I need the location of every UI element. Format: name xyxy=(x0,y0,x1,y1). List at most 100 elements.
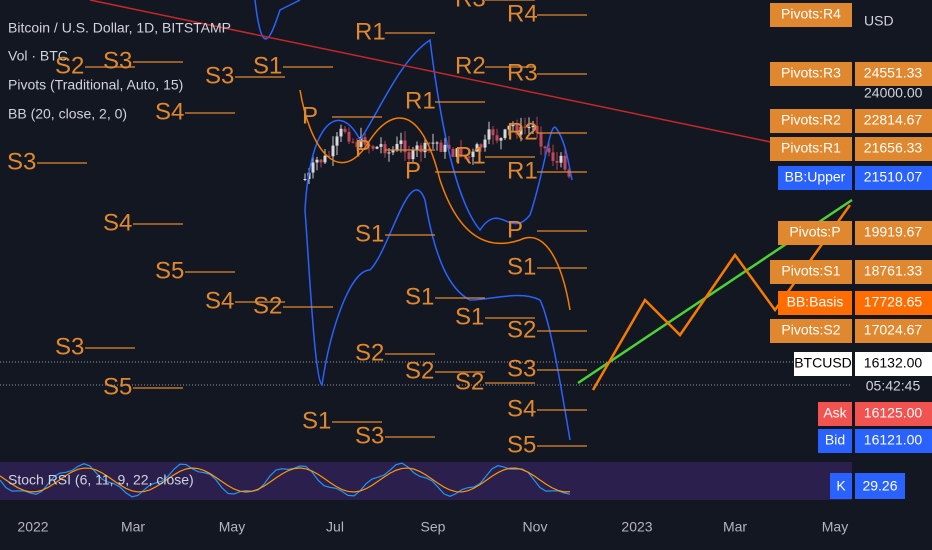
price-tick: 24000.00 xyxy=(864,85,923,101)
pivot-label: S1 xyxy=(302,407,331,434)
pivot-label: S2 xyxy=(355,339,384,366)
time-tick-label: May xyxy=(219,519,245,535)
stoch-label: Stoch RSI (6, 11, 9, 22, close) xyxy=(8,472,194,488)
candle xyxy=(411,150,415,160)
price-label-value: 17728.65 xyxy=(864,294,923,310)
pivot-label: S3 xyxy=(205,62,234,89)
stoch-k xyxy=(0,462,571,498)
candle xyxy=(487,129,491,140)
candle xyxy=(343,128,347,132)
candle xyxy=(471,151,475,157)
price-label-name-box xyxy=(818,429,852,453)
candle xyxy=(515,125,519,135)
candle xyxy=(451,148,455,157)
candle xyxy=(459,148,463,157)
price-label-name-box xyxy=(818,402,852,426)
candle xyxy=(331,145,335,157)
price-label-value-box xyxy=(855,166,932,190)
candle xyxy=(383,144,387,154)
stoch-d xyxy=(0,467,571,493)
candle xyxy=(335,136,339,146)
time-tick-label: Mar xyxy=(121,519,145,535)
price-label-name: BB:Basis xyxy=(787,294,844,310)
candle xyxy=(475,144,479,152)
pivot-label: S1 xyxy=(355,220,384,247)
time-tick-label: Nov xyxy=(523,519,548,535)
currency: USD xyxy=(864,13,894,29)
candle xyxy=(303,178,307,180)
candle xyxy=(559,155,563,163)
pivot-label: S4 xyxy=(103,209,132,236)
pivot-label: S2 xyxy=(253,292,282,319)
candle xyxy=(499,138,503,141)
price-label-name: Pivots:S1 xyxy=(781,263,840,279)
candle xyxy=(359,137,363,148)
candle xyxy=(479,144,483,148)
price-label-name-box xyxy=(778,291,852,315)
pivot-label: S1 xyxy=(253,52,282,79)
candle xyxy=(387,152,391,154)
pivot-label: R3 xyxy=(507,59,538,86)
candle xyxy=(527,127,531,129)
pivot-label: S3 xyxy=(355,422,384,449)
candle xyxy=(531,125,535,128)
pivot-label: R2 xyxy=(507,118,538,145)
bb-basis xyxy=(299,89,571,311)
k-value-box xyxy=(855,473,905,499)
pivot-label: R1 xyxy=(455,142,486,169)
candle xyxy=(319,159,323,163)
candle xyxy=(399,140,403,144)
price-label-name-box xyxy=(770,109,852,133)
price-label-value: 16121.00 xyxy=(864,432,923,448)
pivot-label: S2 xyxy=(55,52,84,79)
price-label-value: 21510.07 xyxy=(864,169,923,185)
pivot-label: S4 xyxy=(507,395,536,422)
candle xyxy=(443,144,447,152)
price-label-name-box xyxy=(770,137,852,161)
price-label-value-box xyxy=(855,62,932,86)
time-tick-label: Mar xyxy=(723,519,747,535)
price-label-name: Ask xyxy=(823,405,847,421)
candle xyxy=(375,146,379,149)
candle xyxy=(315,159,319,163)
price-label-value-box xyxy=(855,137,932,161)
price-label-value-box xyxy=(855,221,932,245)
candle xyxy=(427,142,431,144)
candle xyxy=(547,148,551,153)
price-label-name: Pivots:P xyxy=(789,224,840,240)
price-label-name: Pivots:S2 xyxy=(781,322,840,338)
price-label-value: 22814.67 xyxy=(864,112,923,128)
time-tick-label: Jul xyxy=(326,519,344,535)
pivot-label: S1 xyxy=(405,283,434,310)
pivot-label: S3 xyxy=(55,333,84,360)
candle xyxy=(463,156,467,158)
price-label-value: 16132.00 xyxy=(864,355,923,371)
time-tick-label: 2023 xyxy=(621,519,652,535)
candle xyxy=(567,169,571,177)
price-label-name: Pivots:R4 xyxy=(781,6,841,22)
countdown: 05:42:45 xyxy=(866,378,921,394)
candle xyxy=(535,125,539,133)
candle xyxy=(311,162,315,173)
pivot-label: R4 xyxy=(507,0,538,27)
price-label-value: 16125.00 xyxy=(864,405,923,421)
pivot-label: P xyxy=(302,102,318,129)
pivot-label: S5 xyxy=(103,373,132,400)
candle xyxy=(339,128,343,137)
candle xyxy=(539,132,543,147)
candle xyxy=(371,146,375,149)
pivot-label: S3 xyxy=(103,47,132,74)
price-label-value: 19919.67 xyxy=(864,224,923,240)
price-label-name-box xyxy=(778,166,852,190)
price-label-value: 17024.67 xyxy=(864,322,923,338)
plot xyxy=(0,0,573,498)
time-tick-label: May xyxy=(822,519,848,535)
pivot-label: S4 xyxy=(155,98,184,125)
price-label-value-box xyxy=(855,291,932,315)
candle xyxy=(543,146,547,149)
candle xyxy=(467,156,471,158)
candle xyxy=(323,155,327,163)
candle xyxy=(435,142,439,144)
k-value: 29.26 xyxy=(862,478,897,494)
